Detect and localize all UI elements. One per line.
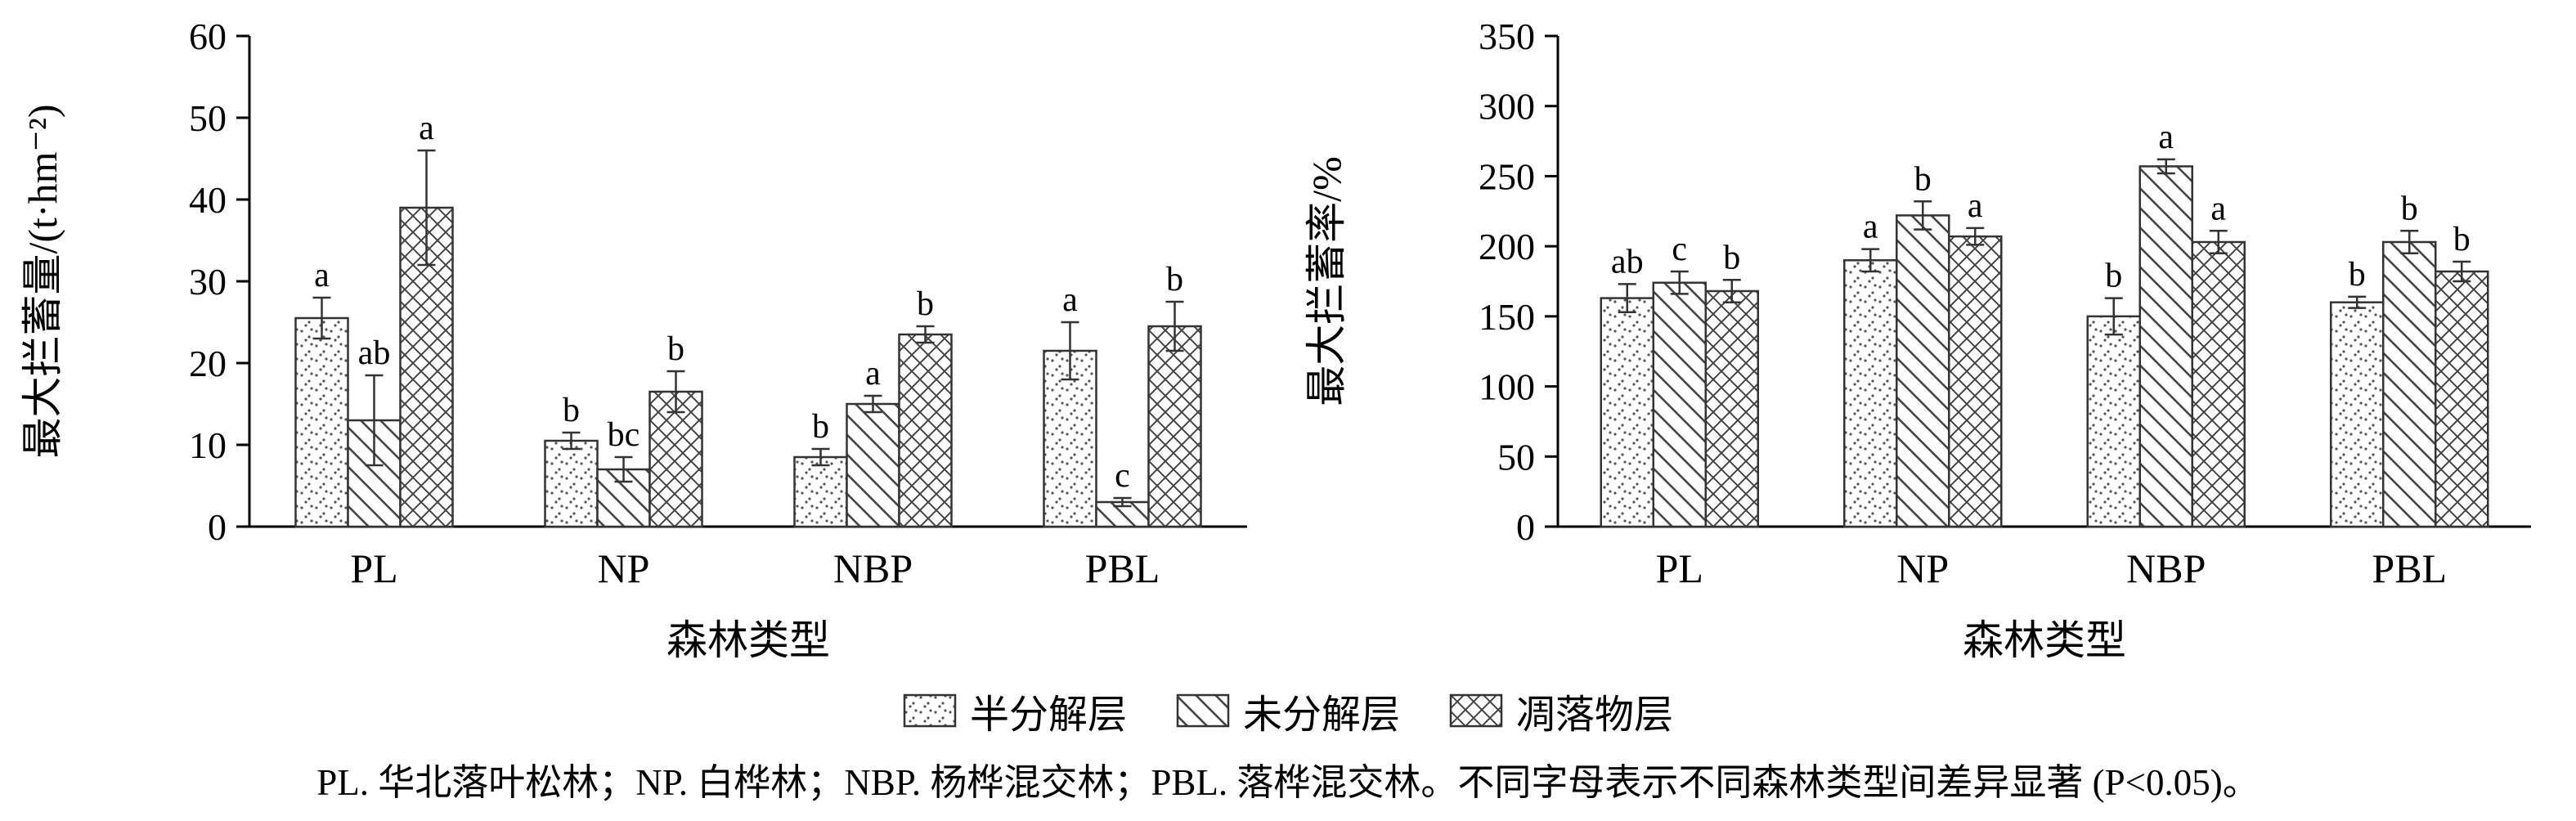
sig-letter: ab bbox=[358, 334, 391, 372]
y-tick-label: 350 bbox=[1479, 16, 1535, 57]
bar-dots bbox=[2330, 301, 2385, 528]
bar-crosshatch bbox=[1704, 289, 1759, 528]
sig-letter: b bbox=[2401, 190, 2418, 227]
bar-crosshatch bbox=[2435, 270, 2489, 528]
bar-crosshatch bbox=[1948, 235, 2003, 528]
sig-letter: a bbox=[419, 110, 434, 147]
y-tick-label: 40 bbox=[189, 179, 227, 221]
bar-diagonal bbox=[2138, 165, 2193, 528]
y-axis-title: 最大拦蓄率/% bbox=[1304, 156, 1349, 406]
sig-letter: a bbox=[1062, 281, 1078, 319]
y-tick-label: 150 bbox=[1479, 296, 1535, 338]
sig-letter: b bbox=[667, 330, 684, 368]
legend-item-crosshatch: 凋落物层 bbox=[1449, 682, 1673, 739]
y-tick-label: 250 bbox=[1479, 155, 1535, 197]
y-tick-label: 30 bbox=[189, 261, 227, 303]
bar-crosshatch bbox=[1147, 325, 1202, 528]
crosshatch-swatch-icon bbox=[1449, 693, 1503, 728]
y-tick-label: 0 bbox=[1516, 506, 1535, 548]
y-tick-label: 0 bbox=[208, 506, 227, 548]
bar-diagonal bbox=[1896, 214, 1950, 528]
dots-swatch-icon bbox=[903, 693, 957, 728]
legend-label: 未分解层 bbox=[1242, 693, 1400, 737]
y-tick-label: 50 bbox=[1497, 436, 1535, 478]
x-category-label: PBL bbox=[1085, 545, 1160, 591]
bar-diagonal bbox=[1652, 281, 1707, 528]
y-tick-label: 20 bbox=[189, 343, 227, 384]
bar-crosshatch bbox=[898, 333, 953, 528]
sig-letter: a bbox=[1968, 187, 1983, 225]
x-category-label: PL bbox=[350, 545, 397, 591]
figure-caption: PL. 华北落叶松林；NP. 白桦林；NBP. 杨桦混交林；PBL. 落桦混交林… bbox=[316, 762, 2260, 803]
charts-row: 0 10 20 30 40 50 60 最大拦蓄量/(t·hm⁻²) a ab a PL b bc b NP b… bbox=[0, 3, 2576, 674]
bar-crosshatch bbox=[2191, 240, 2246, 528]
sig-letter: b bbox=[2105, 258, 2122, 295]
x-category-label: NBP bbox=[2126, 545, 2206, 591]
x-category-label: NBP bbox=[833, 545, 913, 591]
x-category-label: PL bbox=[1656, 545, 1703, 591]
chart-legend: 半分解层 未分解层 凋落物层 bbox=[0, 682, 2576, 739]
sig-letter: bc bbox=[608, 416, 640, 454]
sig-letter: a bbox=[314, 257, 330, 294]
sig-letter: c bbox=[1672, 231, 1687, 268]
sig-letter: b bbox=[812, 408, 829, 446]
sig-letter: a bbox=[865, 355, 881, 393]
x-category-label: PBL bbox=[2372, 545, 2447, 591]
sig-letter: b bbox=[917, 285, 934, 323]
y-tick-label: 100 bbox=[1479, 366, 1535, 408]
bar-dots bbox=[793, 455, 848, 528]
bar-dots bbox=[544, 439, 599, 528]
legend-label: 凋落物层 bbox=[1516, 693, 1674, 737]
x-category-label: NP bbox=[598, 545, 650, 591]
legend-label: 半分解层 bbox=[969, 693, 1127, 737]
y-axis-title: 最大拦蓄量/(t·hm⁻²) bbox=[20, 104, 65, 458]
y-tick-label: 50 bbox=[189, 97, 227, 139]
bar-diagonal bbox=[2382, 240, 2437, 528]
sig-letter: a bbox=[2158, 119, 2174, 156]
sig-letter: ab bbox=[1611, 243, 1644, 280]
diagonal-swatch-icon bbox=[1176, 693, 1230, 728]
bar-dots bbox=[2086, 315, 2141, 528]
bar-dots bbox=[1600, 297, 1654, 528]
legend-item-dots: 半分解层 bbox=[903, 682, 1127, 739]
sig-letter: a bbox=[2210, 190, 2226, 227]
bar-dots bbox=[1843, 259, 1898, 528]
sig-letter: c bbox=[1115, 457, 1130, 495]
sig-letter: a bbox=[1863, 209, 1878, 246]
legend-item-diagonal: 未分解层 bbox=[1176, 682, 1400, 739]
y-tick-label: 200 bbox=[1479, 226, 1535, 267]
sig-letter: b bbox=[2349, 256, 2366, 294]
sig-letter: b bbox=[1914, 160, 1932, 198]
bar-dots bbox=[294, 316, 349, 528]
x-category-label: NP bbox=[1896, 545, 1949, 591]
sig-letter: b bbox=[2453, 221, 2471, 258]
y-tick-label: 60 bbox=[189, 16, 227, 57]
sig-letter: b bbox=[563, 392, 580, 429]
y-tick-label: 300 bbox=[1479, 86, 1535, 128]
sig-letter: b bbox=[1166, 261, 1183, 298]
sig-letter: b bbox=[1723, 239, 1740, 276]
y-tick-label: 10 bbox=[189, 424, 227, 466]
x-axis-title: 森林类型 bbox=[1963, 617, 2126, 663]
x-axis-title: 森林类型 bbox=[666, 617, 830, 663]
bar-diagonal bbox=[846, 402, 900, 528]
